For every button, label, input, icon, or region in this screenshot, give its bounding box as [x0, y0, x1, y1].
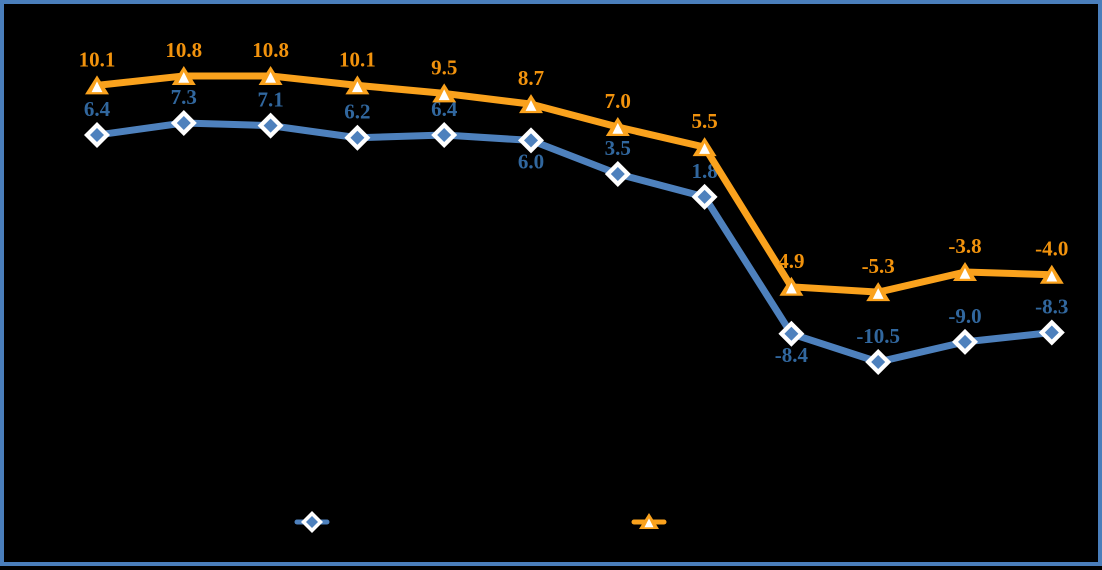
data-label: -4.0 — [1035, 237, 1068, 261]
triangle-marker-inner — [1046, 270, 1058, 282]
triangle-marker-inner — [525, 100, 537, 111]
diamond-marker — [1044, 325, 1059, 340]
diamond-marker — [176, 115, 191, 130]
triangle-marker-inner — [91, 81, 103, 93]
data-label: 10.8 — [252, 38, 289, 62]
data-label: 10.1 — [79, 47, 116, 71]
legend-triangle-marker-inner — [644, 518, 654, 528]
triangle-marker-inner — [959, 268, 971, 279]
data-label: -3.8 — [948, 234, 981, 258]
triangle-marker-inner — [786, 282, 797, 294]
data-label: 7.3 — [171, 85, 197, 109]
data-label: 6.0 — [518, 149, 544, 173]
diamond-marker — [784, 326, 799, 341]
diamond-marker — [90, 128, 104, 143]
diamond-marker — [871, 355, 886, 370]
data-label: 10.1 — [339, 47, 376, 71]
data-label: 7.0 — [605, 89, 631, 113]
diamond-marker — [350, 130, 365, 145]
triangle-marker-inner — [265, 71, 276, 83]
data-label: 3.5 — [605, 136, 631, 160]
orange-triangle-series-line — [93, 72, 1056, 296]
data-label: 4.9 — [778, 249, 804, 273]
triangle-marker-inner — [438, 89, 450, 101]
triangle-marker-inner — [612, 122, 624, 134]
diamond-marker — [958, 334, 972, 349]
diamond-marker — [263, 118, 278, 133]
data-label: 9.5 — [431, 55, 457, 79]
data-label: 7.1 — [257, 88, 283, 112]
blue-diamond-series-line — [93, 119, 1056, 366]
data-label: 8.7 — [518, 66, 544, 90]
data-label: 6.2 — [344, 100, 370, 124]
data-label: -5.3 — [862, 254, 895, 278]
legend-diamond-marker — [306, 516, 318, 528]
data-label: -8.3 — [1035, 294, 1068, 318]
data-label: 6.4 — [84, 97, 111, 121]
triangle-marker-inner — [178, 71, 190, 83]
triangle-marker-inner — [872, 288, 884, 299]
diamond-marker — [437, 128, 452, 143]
triangle-marker-inner — [699, 143, 710, 154]
data-label: -10.5 — [856, 324, 900, 348]
data-label: -9.0 — [948, 304, 981, 328]
data-label: -8.4 — [775, 343, 809, 367]
data-label: 10.8 — [165, 38, 202, 62]
diamond-marker — [697, 189, 712, 204]
line-chart: 6.47.3 7.16.2 6.46.03.51.8-8.4-10.5-9.0 -8.… — [79, 38, 1068, 533]
data-label: 5.5 — [691, 109, 717, 133]
diamond-marker — [610, 166, 625, 181]
triangle-marker-inner — [352, 81, 363, 93]
diamond-marker — [524, 133, 538, 148]
